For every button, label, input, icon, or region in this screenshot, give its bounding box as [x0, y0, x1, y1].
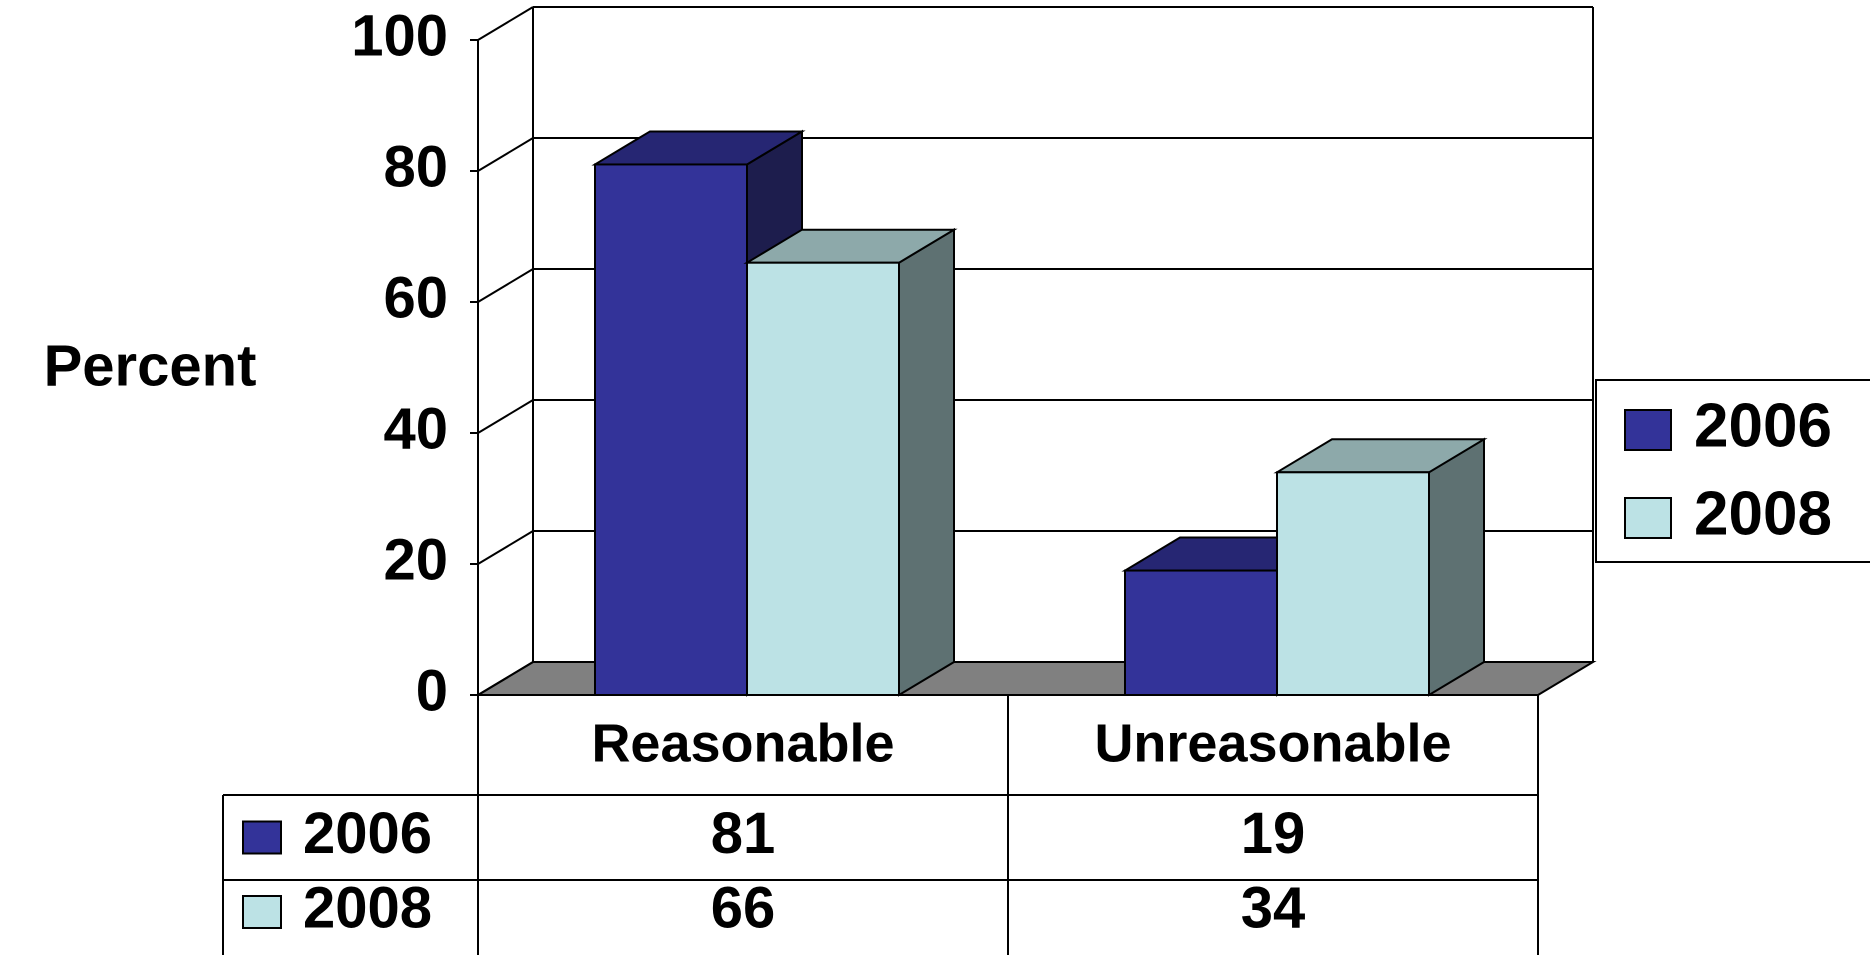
y-axis-tick-diagonal	[477, 399, 534, 434]
table-legend-swatch	[242, 895, 282, 929]
legend-label: 2008	[1694, 479, 1832, 548]
bar-front-face	[594, 163, 748, 696]
data-table: Reasonable Unreasonable 2006 81 19 2008 66 34	[222, 695, 1539, 955]
bar-side-face	[898, 227, 955, 697]
table-row-label: 2006	[303, 801, 432, 866]
table-row-label: 2008	[303, 875, 432, 940]
table-header-reasonable: Reasonable	[591, 713, 894, 773]
bar-2008-unreasonable	[1273, 437, 1488, 697]
legend-label: 2006	[1694, 391, 1832, 460]
legend-swatch	[1624, 409, 1672, 451]
bars	[591, 129, 1488, 697]
y-tick-label: 40	[383, 396, 448, 461]
y-axis-label: Percent	[44, 333, 257, 398]
y-axis-tick-diagonal	[477, 268, 534, 303]
y-tick-label: 60	[383, 265, 448, 330]
y-axis-tick-diagonal	[477, 137, 534, 172]
table-cell: 81	[711, 801, 776, 866]
y-tick-label: 0	[416, 658, 448, 723]
legend: 2006 2008	[1595, 379, 1870, 563]
table-cell: 66	[711, 875, 776, 940]
y-tick-label: 20	[383, 527, 448, 592]
table-cell: 34	[1241, 875, 1306, 940]
y-axis-tick-diagonal	[477, 661, 534, 696]
legend-swatch	[1624, 497, 1672, 539]
bar-side-face	[1428, 437, 1485, 697]
table-cell: 19	[1241, 801, 1306, 866]
bar-front-face	[1276, 471, 1430, 696]
y-axis-tick-diagonal	[477, 530, 534, 565]
table-legend-swatch	[242, 820, 282, 855]
table-header-unreasonable: Unreasonable	[1094, 713, 1451, 773]
bar-front-face	[1124, 569, 1278, 696]
bar-2008-reasonable	[743, 227, 958, 697]
y-axis-tick-diagonal	[477, 6, 534, 41]
bar-front-face	[746, 261, 900, 696]
y-tick-label: 80	[383, 134, 448, 199]
y-tick-label: 100	[351, 3, 448, 68]
